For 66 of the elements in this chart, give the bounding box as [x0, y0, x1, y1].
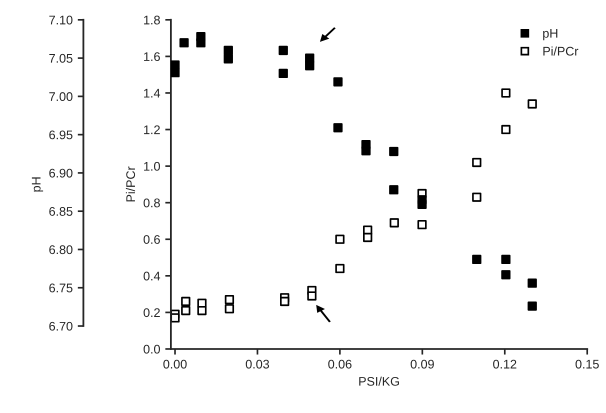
y2-tick-label: 6.85: [49, 206, 72, 216]
y2-tick-label: 6.70: [49, 322, 72, 331]
point: [307, 291, 317, 301]
y2-axis-title: pH: [32, 177, 44, 192]
legend-label: Pi/PCr: [543, 46, 578, 56]
y-tick-label: 1.0: [144, 162, 160, 171]
x-tick-label: 0.03: [246, 360, 270, 369]
point: [278, 46, 288, 56]
x-tick-label: 0.09: [410, 360, 434, 369]
y-tick-label: 0.8: [144, 198, 160, 208]
point: [472, 254, 482, 264]
point: [224, 54, 233, 64]
y-axis-title: Pi/PCr: [126, 166, 136, 202]
point: [305, 61, 314, 70]
point: [224, 46, 233, 56]
point: [390, 218, 399, 228]
point: [417, 200, 427, 209]
point: [472, 192, 482, 202]
point: [335, 264, 345, 274]
point: [278, 68, 288, 78]
point: [280, 296, 290, 306]
point: [472, 158, 482, 168]
y-tick-label: 1.8: [144, 16, 160, 24]
point: [501, 254, 511, 264]
point: [181, 306, 190, 316]
point: [528, 99, 537, 109]
x-tick-label: 0.00: [163, 360, 187, 369]
point: [197, 306, 207, 316]
x-axis-title: PSI/KG: [359, 376, 399, 386]
x-tick-label: 0.06: [328, 360, 352, 369]
point: [181, 296, 190, 306]
y-tick-label: 1.2: [144, 125, 160, 134]
y-tick-label: 0.2: [144, 308, 160, 318]
y2-tick-label: 6.80: [49, 245, 72, 254]
point: [170, 68, 180, 78]
point: [361, 146, 371, 156]
y2-tick-label: 7.10: [49, 16, 72, 24]
point: [224, 294, 234, 304]
y-tick-label: 1.4: [144, 88, 160, 98]
y-tick-label: 0.0: [144, 344, 160, 354]
y2-tick-label: 7.00: [49, 92, 72, 102]
x-tick-label: 0.15: [576, 360, 599, 369]
y2-tick-label: 7.05: [49, 54, 72, 63]
point: [389, 185, 398, 194]
point: [333, 77, 343, 86]
point: [501, 88, 511, 98]
x-tick-label: 0.12: [493, 360, 516, 369]
y2-tick-label: 6.95: [49, 130, 72, 140]
y-tick-label: 0.4: [144, 272, 160, 280]
point: [501, 270, 511, 280]
point: [528, 301, 537, 311]
point: [417, 220, 427, 230]
y-tick-label: 1.6: [144, 52, 160, 62]
y-tick-label: 0.6: [144, 235, 160, 244]
y2-tick-label: 6.75: [49, 284, 72, 292]
point: [389, 146, 398, 156]
point: [363, 232, 372, 242]
point: [179, 38, 189, 48]
point: [333, 123, 343, 132]
legend-label: pH: [543, 29, 558, 40]
point: [224, 304, 234, 314]
point: [528, 278, 537, 288]
y2-tick-label: 6.90: [49, 168, 72, 178]
point: [335, 234, 345, 244]
point: [196, 38, 206, 48]
point: [501, 124, 511, 134]
